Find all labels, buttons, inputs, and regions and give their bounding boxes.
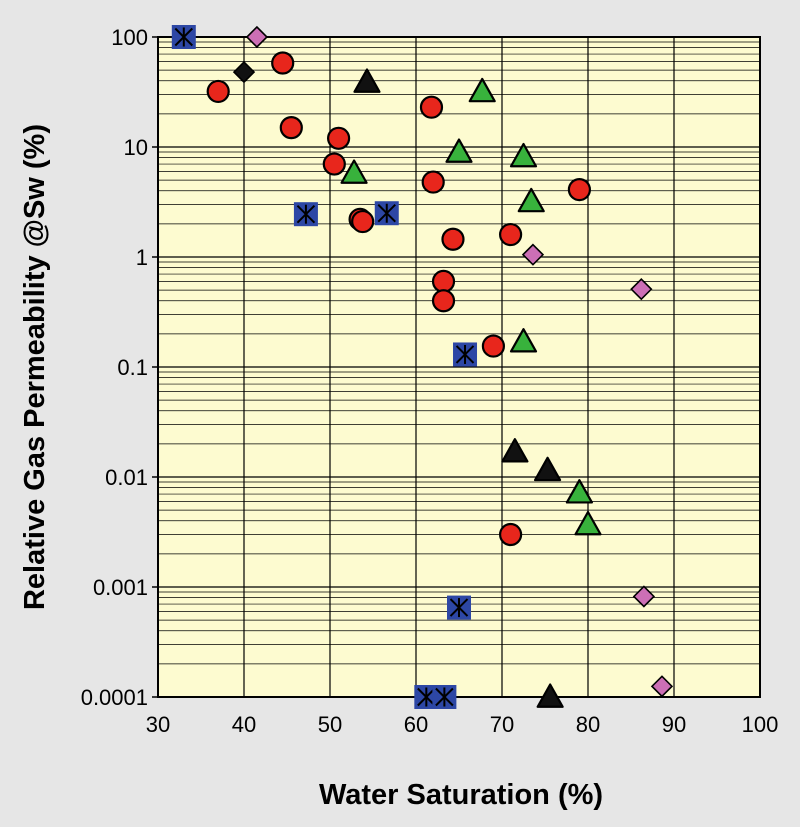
circle-marker — [441, 227, 465, 251]
x-axis-title: Water Saturation (%) — [319, 779, 603, 811]
triangle-marker — [517, 187, 545, 213]
square-asterisk-marker — [447, 595, 471, 620]
circle-marker — [421, 170, 445, 194]
y-axis-title: Relative Gas Permeability @Sw (%) — [19, 124, 51, 610]
x-tick-label: 60 — [404, 712, 428, 737]
circle-marker — [431, 269, 456, 294]
triangle-marker — [340, 159, 368, 184]
circle-marker — [567, 177, 592, 202]
square-asterisk-marker — [374, 201, 399, 226]
y-tick-labels: 100 10 1 0.1 0.01 0.001 0.0001 — [81, 25, 148, 710]
triangle-marker — [533, 456, 562, 482]
circle-marker — [351, 209, 375, 234]
y-tick-label: 0.001 — [93, 575, 148, 600]
y-tick-label: 0.0001 — [81, 685, 148, 710]
minor-gridlines — [158, 41, 760, 665]
triangle-marker — [445, 138, 473, 163]
x-tick-label: 40 — [232, 712, 256, 737]
triangle-marker — [536, 683, 564, 708]
diamond-marker — [630, 278, 653, 301]
circle-marker — [431, 289, 456, 313]
square-asterisk-marker — [453, 342, 478, 367]
diamond-marker — [521, 243, 545, 266]
y-tick-label: 100 — [111, 25, 148, 50]
square-asterisk-marker — [432, 685, 457, 709]
diamond-marker — [245, 25, 269, 49]
circle-marker — [206, 79, 230, 104]
x-tick-label: 100 — [742, 712, 779, 737]
square-asterisk-marker — [293, 202, 318, 227]
data-points — [171, 25, 674, 709]
diamond-marker — [232, 60, 256, 84]
y-tick-label: 0.1 — [117, 355, 148, 380]
x-tick-label: 50 — [318, 712, 342, 737]
triangle-marker — [501, 438, 529, 463]
circle-marker — [322, 152, 346, 176]
diamond-marker — [632, 585, 656, 608]
circle-marker — [481, 334, 505, 358]
diamond-marker — [650, 675, 674, 698]
y-tick-label: 0.01 — [105, 465, 148, 490]
triangle-marker — [353, 68, 381, 93]
circle-marker — [279, 116, 303, 140]
triangle-marker — [509, 328, 538, 353]
circle-marker — [419, 95, 444, 119]
circle-marker — [327, 126, 351, 150]
triangle-marker — [509, 142, 538, 168]
x-tick-label: 90 — [662, 712, 686, 737]
y-tick-label: 1 — [136, 245, 148, 270]
triangle-marker — [565, 479, 594, 504]
triangle-marker — [574, 510, 602, 536]
square-asterisk-marker — [171, 25, 196, 49]
y-tick-label: 10 — [124, 135, 148, 160]
x-tick-label: 70 — [490, 712, 514, 737]
triangle-marker — [468, 77, 496, 103]
circle-marker — [271, 51, 295, 75]
circle-marker — [499, 222, 523, 247]
plot-frame — [157, 36, 761, 698]
x-tick-label: 80 — [576, 712, 600, 737]
x-tick-label: 30 — [146, 712, 170, 737]
circle-marker — [499, 522, 523, 547]
x-tick-labels: 30 40 50 60 70 80 90 100 — [146, 712, 779, 737]
